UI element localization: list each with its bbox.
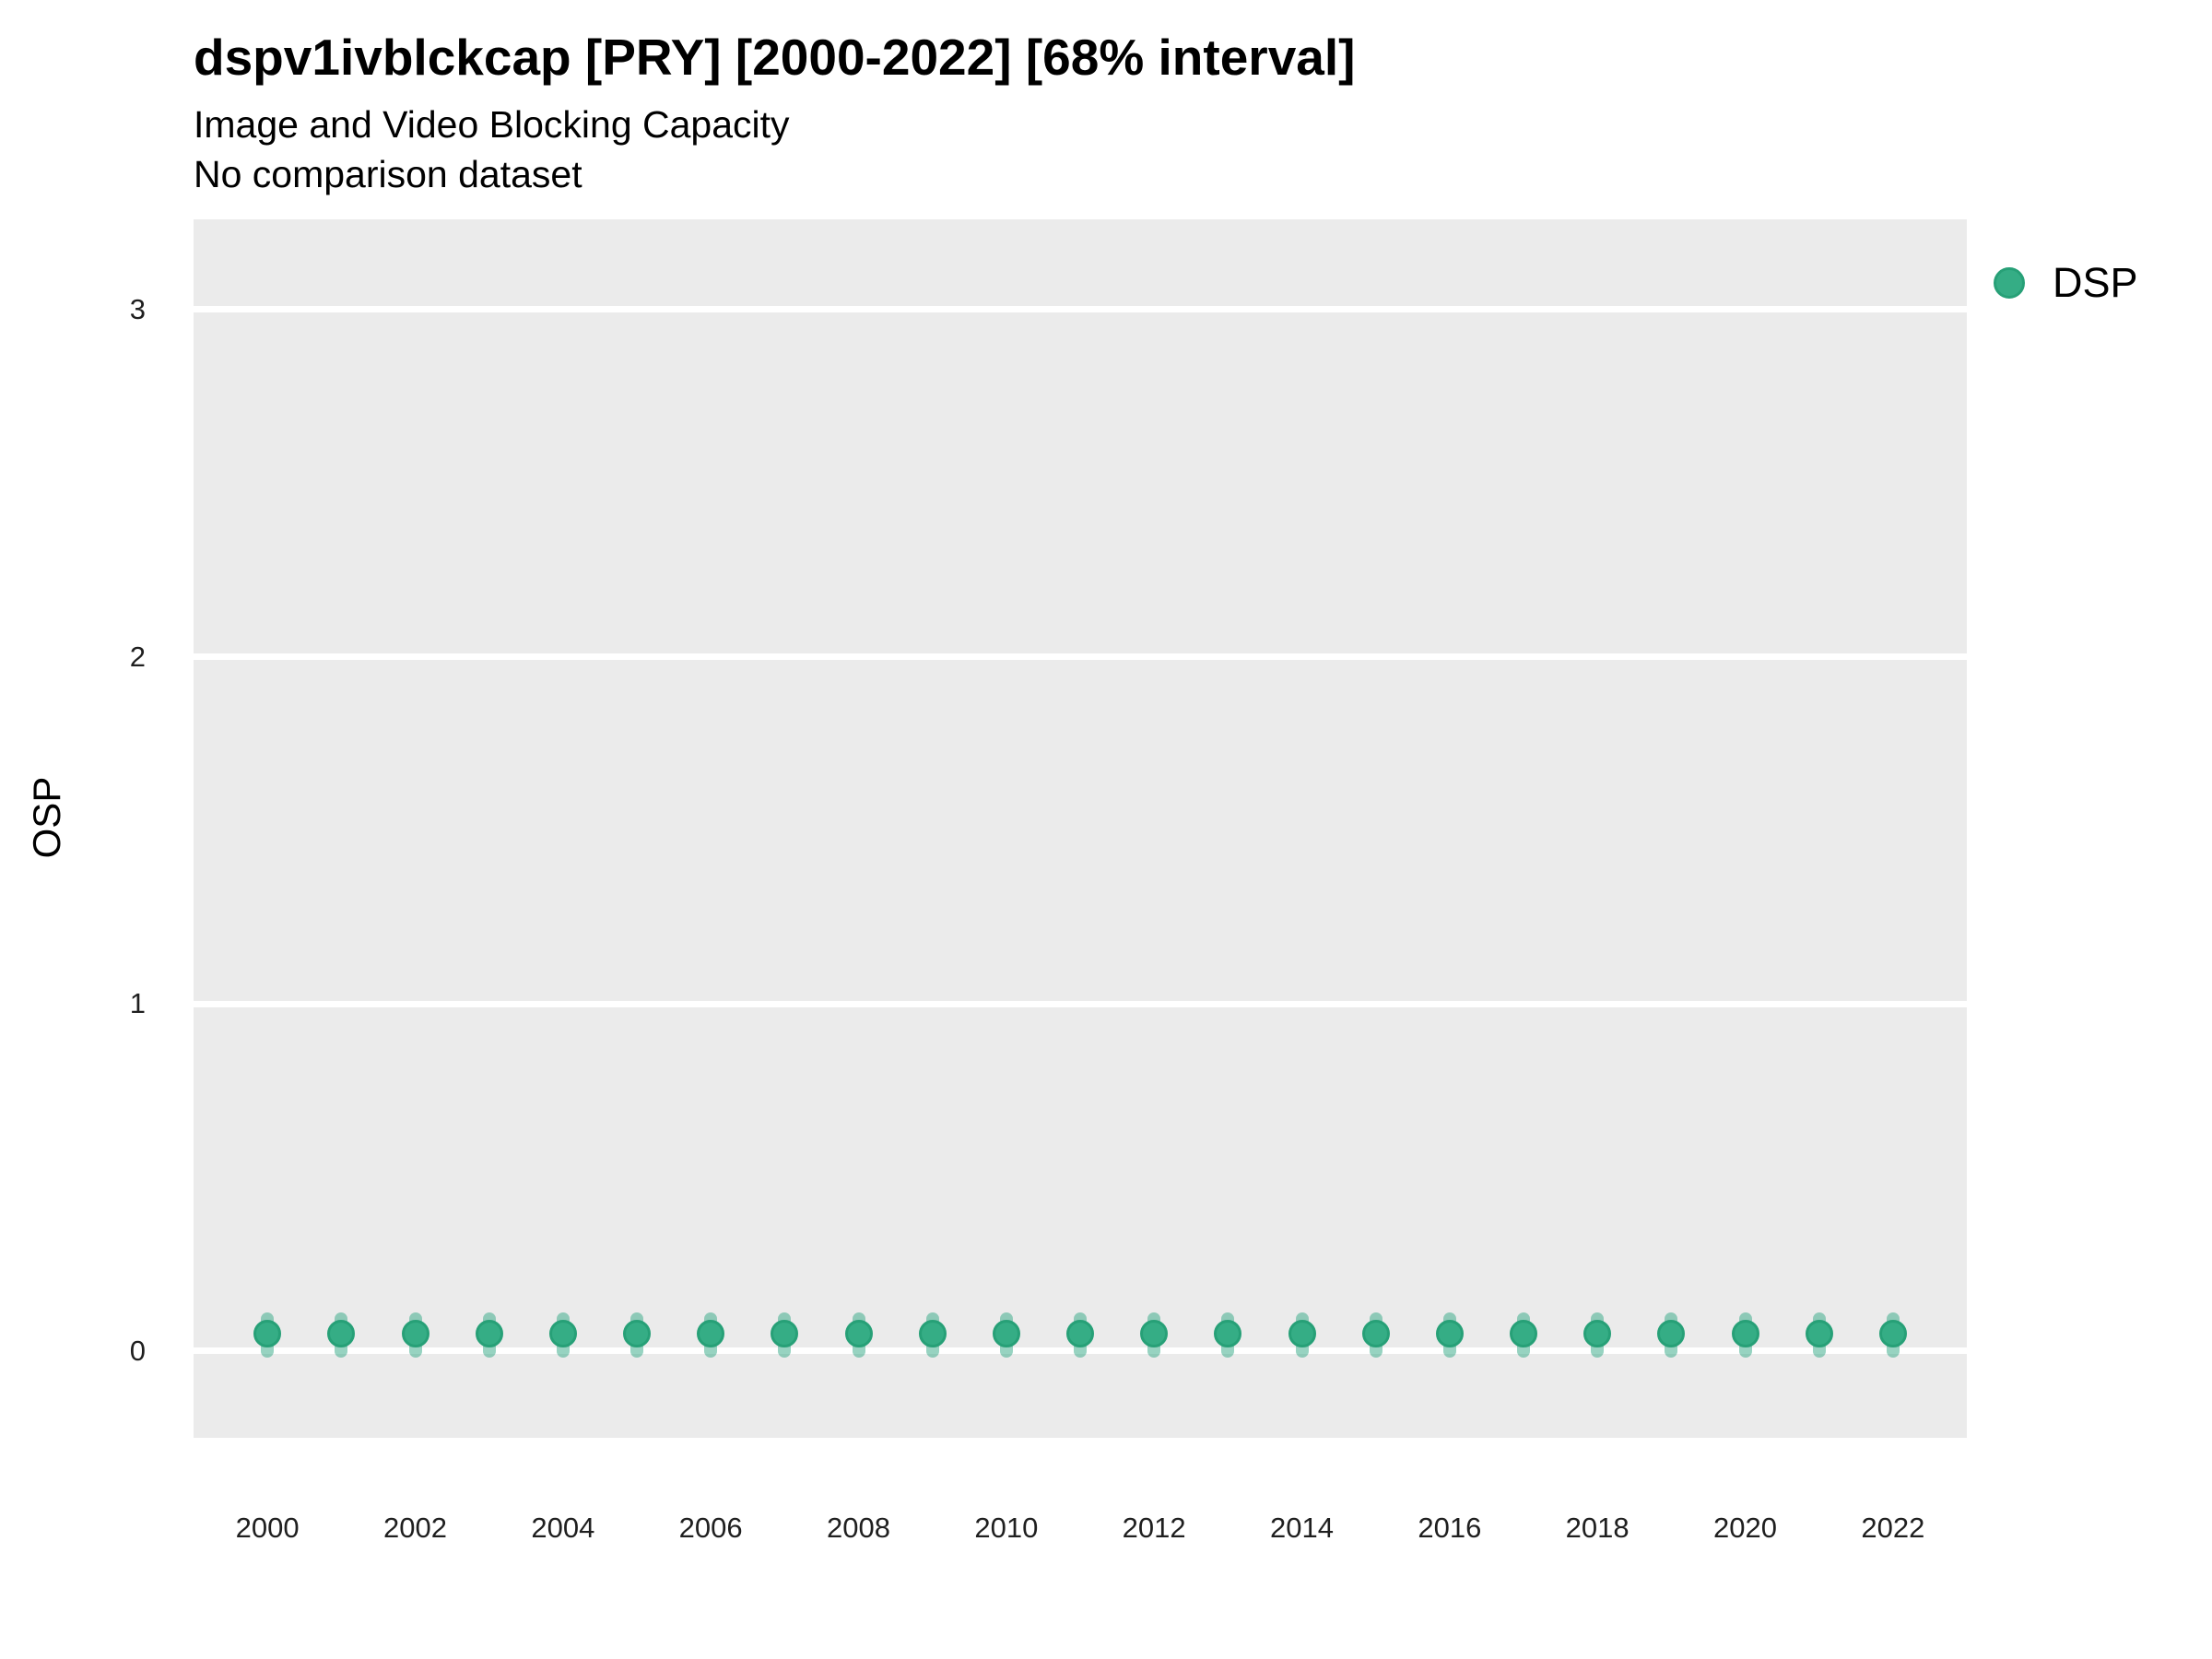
chart-note: No comparison dataset	[194, 153, 582, 195]
legend-dsp-label: DSP	[2053, 259, 2138, 306]
data-point-2017	[1510, 1320, 1537, 1347]
data-point-2005	[623, 1320, 651, 1347]
y-tick-label-2: 2	[129, 640, 146, 673]
data-point-2018	[1583, 1320, 1612, 1347]
data-point-2001	[327, 1320, 356, 1347]
data-point-2016	[1435, 1320, 1464, 1347]
legend: DSP	[1994, 259, 2138, 307]
gridline-y-2	[194, 653, 1967, 661]
data-point-2000	[253, 1320, 282, 1347]
data-point-2013	[1214, 1320, 1242, 1347]
y-tick-label-3: 3	[129, 292, 146, 325]
gridline-y-1	[194, 1000, 1967, 1007]
data-point-2015	[1361, 1320, 1390, 1347]
y-axis-title: OSP	[25, 776, 68, 859]
y-tick-label-0: 0	[129, 1334, 146, 1367]
x-tick-label-2000: 2000	[235, 1512, 300, 1544]
data-point-2009	[918, 1320, 947, 1347]
data-point-2020	[1731, 1320, 1759, 1347]
plot-panel	[194, 219, 1967, 1438]
x-tick-label-2018: 2018	[1565, 1512, 1630, 1544]
x-tick-label-2002: 2002	[383, 1512, 447, 1544]
x-tick-label-2020: 2020	[1713, 1512, 1777, 1544]
x-tick-label-2008: 2008	[827, 1512, 890, 1544]
data-point-2007	[771, 1320, 799, 1347]
data-point-2004	[548, 1320, 577, 1347]
data-point-2011	[1066, 1320, 1094, 1347]
x-tick-label-2010: 2010	[974, 1512, 1039, 1544]
data-point-2022	[1878, 1320, 1907, 1347]
x-tick-label-2014: 2014	[1270, 1512, 1334, 1544]
chart-title: dspv1ivblckcap [PRY] [2000-2022] [68% in…	[194, 29, 1356, 86]
x-tick-label-2006: 2006	[678, 1512, 743, 1544]
data-point-2002	[401, 1320, 429, 1347]
data-point-2012	[1140, 1320, 1169, 1347]
legend-dsp-swatch-icon	[1994, 267, 2025, 299]
x-tick-label-2016: 2016	[1418, 1512, 1482, 1544]
data-point-2014	[1288, 1320, 1316, 1347]
x-tick-label-2012: 2012	[1122, 1512, 1186, 1544]
x-tick-label-2004: 2004	[531, 1512, 595, 1544]
data-point-2006	[697, 1320, 725, 1347]
chart-subtitle: Image and Video Blocking Capacity	[194, 103, 790, 146]
y-tick-label-1: 1	[129, 987, 146, 1020]
data-point-2019	[1657, 1320, 1686, 1347]
data-point-2010	[992, 1320, 1020, 1347]
data-point-2003	[475, 1320, 503, 1347]
data-point-2008	[844, 1320, 873, 1347]
data-point-2021	[1805, 1320, 1833, 1347]
x-tick-label-2022: 2022	[1861, 1512, 1925, 1544]
gridline-y-3	[194, 306, 1967, 313]
